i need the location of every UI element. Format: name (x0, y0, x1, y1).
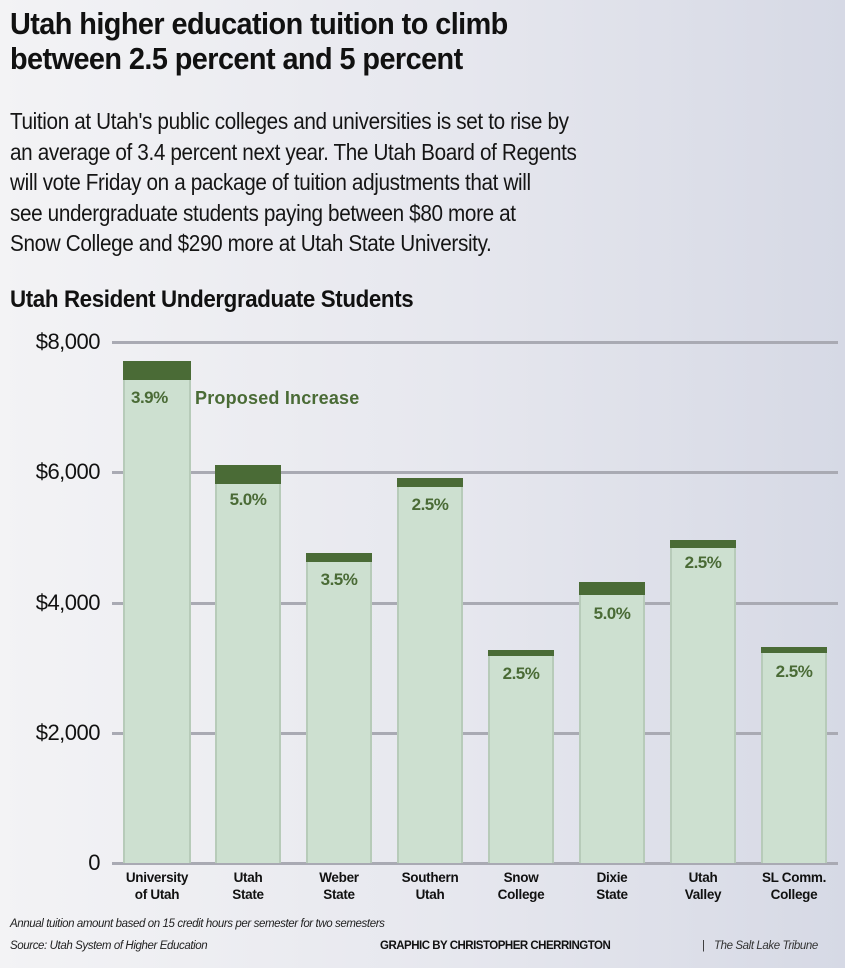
y-tick: $6,000 (35, 459, 101, 484)
source-line: Source: Utah System of Higher Education (10, 940, 208, 952)
description: Tuition at Utah's public colleges and un… (10, 106, 766, 259)
publication-name: The Salt Lake Tribune (714, 940, 818, 952)
x-label: Snow College (497, 870, 545, 902)
bar-percent-label: 5.0% (229, 490, 267, 509)
x-label: University of Utah (125, 870, 189, 902)
chart-title: Utah higher education tuition to climb b… (10, 6, 773, 76)
bar-university-of-utah: 3.9% (123, 361, 191, 863)
bar-percent-label: 2.5% (502, 664, 540, 683)
graphic-credit: GRAPHIC BY CHRISTOPHER CHERRINGTON (380, 940, 611, 952)
bar-increase (579, 582, 645, 595)
x-label: Utah State (232, 870, 264, 902)
bar-percent-label: 2.5% (411, 495, 449, 514)
description-line: Tuition at Utah's public colleges and un… (10, 108, 569, 134)
bar-increase (215, 465, 281, 484)
bar-dixie-state: 5.0% (579, 582, 645, 863)
baseline (112, 862, 838, 865)
bar-percent-label: 3.9% (131, 388, 168, 407)
bar-sl-comm-college: 2.5% (761, 647, 827, 863)
x-label: Weber State (319, 870, 359, 902)
title-line-1: Utah higher education tuition to climb (10, 6, 508, 41)
bar-increase (123, 361, 191, 380)
bar-percent-label: 3.5% (320, 570, 358, 589)
gridline-2000 (112, 732, 838, 735)
x-label: SL Comm. College (761, 870, 827, 902)
description-line: see undergraduate students paying betwee… (10, 199, 516, 226)
x-label: Southern Utah (401, 870, 459, 902)
x-label: Utah Valley (684, 870, 722, 902)
y-tick: $4,000 (35, 590, 101, 615)
bar-percent-label: 2.5% (684, 553, 722, 572)
bar-utah-valley: 2.5% (670, 540, 736, 863)
footnote: Annual tuition amount based on 15 credit… (10, 918, 385, 930)
bar-utah-state: 5.0% (215, 465, 281, 863)
gridline-4000 (112, 602, 838, 605)
description-line: Snow College and $290 more at Utah State… (10, 230, 492, 256)
bar-increase (397, 478, 463, 487)
chart-subtitle: Utah Resident Undergraduate Students (10, 286, 414, 313)
x-label: Dixie State (596, 870, 628, 902)
credit-separator: | (702, 940, 705, 952)
legend-proposed-increase: Proposed Increase (195, 388, 360, 408)
bar-increase (761, 647, 827, 653)
bar-percent-label: 2.5% (775, 662, 813, 681)
description-line: will vote Friday on a package of tuition… (10, 169, 531, 195)
bar-increase (488, 650, 554, 656)
bar-snow-college: 2.5% (488, 650, 554, 863)
bar-percent-label: 5.0% (593, 604, 631, 623)
gridline-6000 (112, 471, 838, 474)
y-tick: $2,000 (35, 720, 101, 745)
y-tick: 0 (88, 850, 100, 875)
bar-increase (670, 540, 736, 548)
bar-weber-state: 3.5% (306, 553, 372, 863)
y-tick: $8,000 (35, 329, 101, 354)
description-line: an average of 3.4 percent next year. The… (10, 138, 577, 165)
bar-southern-utah: 2.5% (397, 478, 463, 863)
gridline-8000 (112, 341, 838, 344)
title-line-2: between 2.5 percent and 5 percent (10, 41, 463, 76)
bar-increase (306, 553, 372, 562)
